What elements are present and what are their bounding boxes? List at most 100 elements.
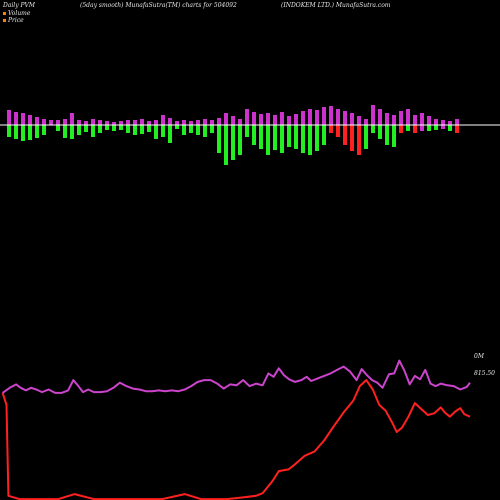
volume-bar-up — [112, 122, 116, 125]
volume-bar-down — [273, 125, 277, 150]
volume-bar-down — [63, 125, 67, 138]
volume-bars — [7, 105, 459, 165]
volume-bar-up — [371, 105, 375, 125]
volume-bar-up — [315, 110, 319, 125]
volume-bar-down — [301, 125, 305, 153]
volume-bar-up — [84, 121, 88, 125]
price-line — [1, 379, 471, 500]
volume-bar-down — [91, 125, 95, 137]
volume-bar-down — [420, 125, 424, 131]
volume-bar-down — [140, 125, 144, 134]
volume-bar-down — [385, 125, 389, 145]
volume-bar-down — [427, 125, 431, 131]
volume-bar-up — [7, 110, 11, 125]
chart-title-center: (5day smooth) MunafaSutra(TM) charts for… — [80, 2, 237, 9]
volume-bar-up — [280, 112, 284, 125]
volume-bar-up — [161, 115, 165, 125]
volume-bar-up — [455, 119, 459, 125]
volume-bar-up — [238, 119, 242, 125]
volume-bar-up — [21, 113, 25, 125]
volume-bar-up — [140, 119, 144, 125]
volume-bar-down — [364, 125, 368, 149]
volume-bar-down — [217, 125, 221, 153]
volume-bar-down — [392, 125, 396, 147]
legend-label-volume: Volume — [8, 10, 31, 17]
volume-bar-up — [420, 113, 424, 125]
volume-bar-up — [28, 115, 32, 125]
volume-bar-up — [175, 121, 179, 125]
volume-bar-up — [168, 118, 172, 125]
volume-bar-down — [7, 125, 11, 137]
volume-bar-down — [35, 125, 39, 138]
volume-bar-down — [413, 125, 417, 133]
volume-bar-down — [98, 125, 102, 133]
volume-bar-down — [336, 125, 340, 137]
volume-bar-up — [119, 121, 123, 125]
volume-bar-down — [231, 125, 235, 160]
volume-bar-down — [126, 125, 130, 133]
volume-bar-up — [147, 121, 151, 125]
volume-bar-down — [371, 125, 375, 133]
volume-bar-down — [14, 125, 18, 139]
volume-bar-down — [70, 125, 74, 139]
legend-label-price: Price — [7, 17, 24, 24]
volume-bar-up — [70, 113, 74, 125]
volume-bar-down — [175, 125, 179, 129]
volume-bar-down — [203, 125, 207, 137]
volume-bar-down — [133, 125, 137, 135]
volume-bar-down — [441, 125, 445, 129]
volume-bar-down — [161, 125, 165, 137]
volume-bar-up — [189, 121, 193, 125]
volume-bar-down — [350, 125, 354, 151]
volume-bar-up — [308, 109, 312, 125]
volume-bar-down — [42, 125, 46, 135]
volume-bar-down — [266, 125, 270, 155]
volume-bar-down — [252, 125, 256, 145]
legend: Volume Price — [3, 10, 31, 24]
volume-bar-up — [322, 107, 326, 125]
volume-bar-up — [14, 112, 18, 125]
volume-bar-up — [329, 106, 333, 125]
volume-bar-down — [245, 125, 249, 137]
volume-bar-down — [182, 125, 186, 135]
volume-bar-up — [413, 115, 417, 125]
volume-bar-up — [385, 113, 389, 125]
volume-bar-down — [28, 125, 32, 140]
volume-bar-up — [105, 121, 109, 125]
volume-bar-down — [119, 125, 123, 130]
volume-bar-down — [224, 125, 228, 165]
volume-bar-up — [231, 116, 235, 125]
volume-bar-down — [378, 125, 382, 139]
volume-bar-up — [259, 114, 263, 125]
volume-bar-up — [301, 111, 305, 125]
volume-bar-down — [315, 125, 319, 151]
volume-bar-up — [245, 109, 249, 125]
smooth-line — [2, 359, 471, 394]
volume-bar-up — [42, 119, 46, 125]
chart-title-right: (INDOKEM LTD.) MunafaSutra.com — [281, 2, 391, 9]
volume-bar-up — [196, 120, 200, 125]
volume-bar-up — [392, 115, 396, 125]
volume-bar-down — [154, 125, 158, 139]
volume-bar-down — [322, 125, 326, 145]
volume-bar-down — [406, 125, 410, 131]
volume-bar-down — [168, 125, 172, 143]
chart-title-left: Daily PVM — [2, 2, 36, 9]
volume-bar-down — [189, 125, 193, 133]
price-lines — [1, 359, 471, 500]
legend-swatch-price — [3, 19, 6, 22]
volume-bar-down — [238, 125, 242, 155]
volume-bar-down — [343, 125, 347, 145]
volume-bar-up — [357, 116, 361, 125]
volume-bar-down — [448, 125, 452, 131]
volume-bar-down — [84, 125, 88, 132]
volume-bar-down — [357, 125, 361, 155]
price-axis-label: 815.50 — [474, 370, 495, 377]
volume-bar-down — [210, 125, 214, 133]
volume-bar-up — [336, 109, 340, 125]
volume-bar-up — [434, 119, 438, 125]
volume-bar-up — [294, 114, 298, 125]
volume-bar-up — [63, 119, 67, 125]
volume-bar-up — [343, 111, 347, 125]
volume-bar-down — [196, 125, 200, 135]
